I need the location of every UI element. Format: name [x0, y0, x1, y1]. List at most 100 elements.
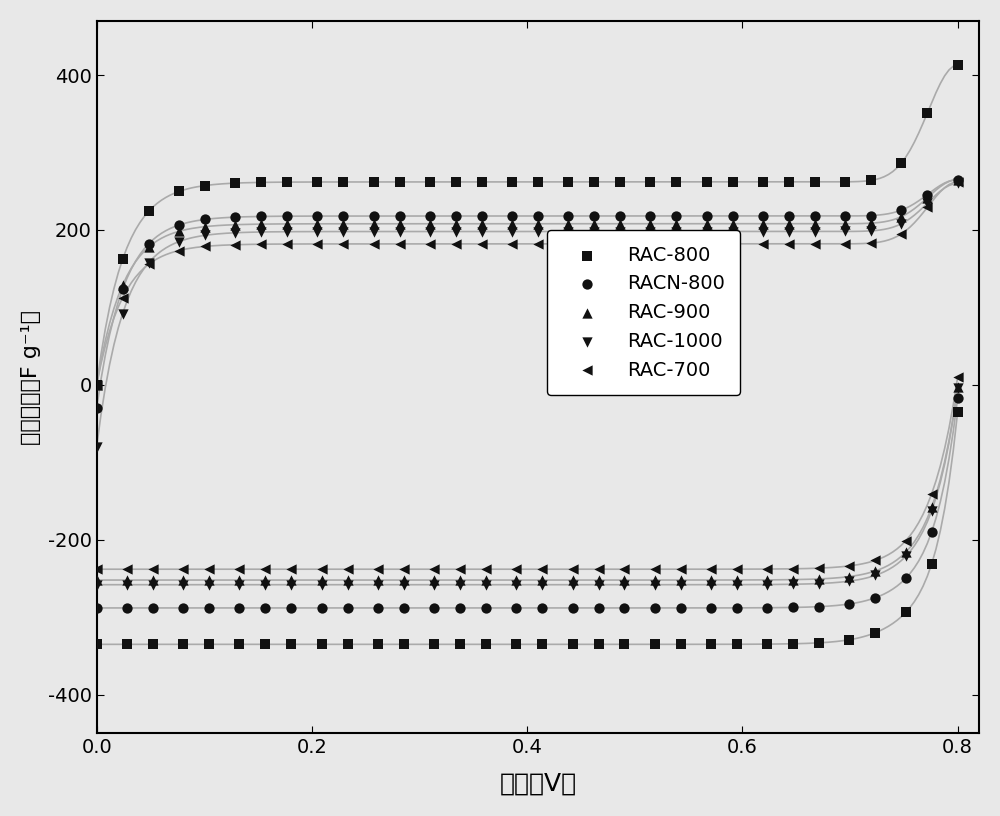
RACN-800: [171, 219, 187, 232]
RAC-900: [725, 217, 741, 230]
RAC-900: [504, 217, 520, 230]
RAC-1000: [392, 225, 408, 238]
RAC-700: [392, 237, 408, 251]
Point: [145, 563, 161, 576]
Point: [811, 636, 827, 650]
Point: [145, 579, 161, 592]
RAC-800: [893, 157, 909, 170]
RACN-800: [253, 210, 269, 223]
RAC-700: [504, 237, 520, 251]
Point: [811, 561, 827, 574]
Point: [119, 574, 135, 587]
RAC-700: [279, 237, 295, 251]
Point: [898, 550, 914, 563]
RAC-900: [612, 217, 628, 230]
Point: [591, 563, 607, 576]
RAC-900: [448, 217, 464, 230]
RAC-700: [642, 237, 658, 251]
RAC-800: [309, 175, 325, 188]
RAC-700: [781, 237, 797, 251]
Point: [231, 601, 247, 614]
RAC-800: [422, 175, 438, 188]
RAC-800: [699, 175, 715, 188]
Point: [175, 579, 191, 592]
RAC-700: [227, 238, 243, 251]
Point: [283, 574, 299, 587]
Point: [898, 606, 914, 619]
Point: [175, 638, 191, 651]
Point: [145, 638, 161, 651]
Point: [396, 601, 412, 614]
RAC-700: [837, 237, 853, 251]
RAC-1000: [919, 197, 935, 210]
RAC-900: [141, 241, 157, 254]
Point: [673, 574, 689, 587]
Point: [231, 579, 247, 592]
Point: [591, 638, 607, 651]
RACN-800: [504, 210, 520, 223]
RAC-700: [171, 244, 187, 257]
Point: [119, 579, 135, 592]
RACN-800: [530, 210, 546, 223]
Point: [201, 563, 217, 576]
Point: [950, 381, 966, 394]
Point: [201, 601, 217, 614]
Point: [175, 601, 191, 614]
RAC-800: [504, 175, 520, 188]
RAC-900: [115, 278, 131, 291]
RACN-800: [950, 173, 966, 186]
RAC-900: [950, 173, 966, 186]
RAC-700: [474, 237, 490, 251]
Point: [370, 574, 386, 587]
Point: [283, 601, 299, 614]
RACN-800: [448, 210, 464, 223]
RAC-1000: [560, 225, 576, 238]
RAC-900: [755, 217, 771, 230]
RAC-700: [253, 237, 269, 251]
Point: [231, 574, 247, 587]
RAC-1000: [366, 225, 382, 238]
RAC-700: [668, 237, 684, 251]
RACN-800: [893, 204, 909, 217]
RAC-800: [586, 175, 602, 188]
RACN-800: [141, 237, 157, 251]
Point: [257, 579, 273, 592]
RACN-800: [668, 210, 684, 223]
Point: [785, 637, 801, 650]
RAC-800: [89, 379, 105, 392]
RAC-800: [253, 176, 269, 189]
RAC-900: [807, 217, 823, 230]
Point: [396, 563, 412, 576]
Point: [478, 579, 494, 592]
RAC-800: [530, 175, 546, 188]
Point: [591, 579, 607, 592]
Point: [340, 601, 356, 614]
RAC-900: [837, 217, 853, 230]
RAC-900: [642, 217, 658, 230]
RAC-1000: [474, 225, 490, 238]
RACN-800: [699, 210, 715, 223]
Point: [924, 487, 940, 500]
Point: [565, 563, 581, 576]
RAC-900: [279, 217, 295, 230]
RAC-1000: [893, 217, 909, 230]
Point: [950, 392, 966, 405]
Point: [950, 381, 966, 394]
RAC-900: [227, 218, 243, 231]
Point: [89, 563, 105, 576]
Point: [867, 591, 883, 604]
RAC-700: [893, 228, 909, 241]
Point: [508, 601, 524, 614]
RAC-700: [699, 237, 715, 251]
RAC-800: [279, 175, 295, 188]
RACN-800: [642, 210, 658, 223]
RAC-1000: [422, 225, 438, 238]
Point: [729, 638, 745, 651]
Point: [759, 562, 775, 575]
RAC-1000: [668, 225, 684, 238]
RAC-1000: [115, 307, 131, 320]
RACN-800: [807, 210, 823, 223]
RACN-800: [197, 213, 213, 226]
Point: [703, 601, 719, 614]
Point: [119, 563, 135, 576]
